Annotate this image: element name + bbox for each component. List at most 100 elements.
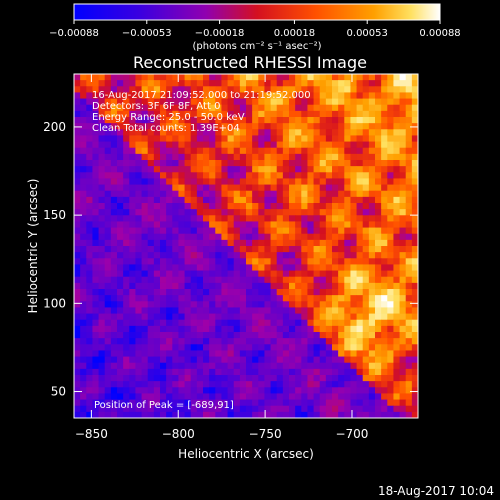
heatmap-cell [368, 252, 376, 259]
heatmap-cell [356, 258, 364, 265]
heatmap-cell [301, 289, 308, 296]
heatmap-cell [356, 344, 364, 351]
heatmap-cell [338, 203, 345, 210]
heatmap-cell [203, 399, 210, 407]
heatmap-cell [123, 313, 130, 321]
heatmap-cell [209, 209, 216, 216]
heatmap-cell [209, 338, 216, 345]
heatmap-cell [117, 110, 124, 118]
heatmap-cell [246, 387, 253, 394]
heatmap-cell [117, 350, 124, 357]
heatmap-cell [270, 166, 278, 173]
heatmap-cell [215, 203, 222, 210]
heatmap-cell [313, 153, 321, 161]
heatmap-cell [135, 350, 142, 357]
heatmap-cell [411, 160, 418, 167]
heatmap-cell [350, 289, 357, 296]
heatmap-cell [258, 270, 265, 278]
heatmap-cell [319, 86, 327, 93]
heatmap-cell [350, 381, 357, 388]
heatmap-cell [289, 301, 296, 308]
heatmap-cell [239, 135, 247, 142]
heatmap-cell [319, 129, 327, 136]
heatmap-cell [362, 381, 370, 388]
heatmap-cell [227, 332, 235, 339]
heatmap-cell [270, 270, 278, 278]
heatmap-cell [375, 209, 382, 216]
heatmap-cell [246, 190, 253, 198]
heatmap-cell [252, 332, 259, 339]
heatmap-cell [301, 147, 308, 155]
heatmap-cell [264, 135, 271, 142]
heatmap-cell [307, 405, 314, 413]
heatmap-cell [368, 375, 376, 382]
heatmap-cell [135, 221, 142, 228]
heatmap-cell [325, 307, 333, 314]
heatmap-cell [252, 282, 259, 290]
heatmap-cell [209, 356, 216, 364]
heatmap-cell [135, 196, 142, 204]
heatmap-cell [338, 405, 345, 413]
heatmap-cell [190, 221, 198, 228]
heatmap-cell [172, 117, 179, 124]
heatmap-cell [203, 98, 210, 106]
heatmap-cell [239, 104, 247, 112]
heatmap-cell [190, 270, 198, 278]
heatmap-cell [221, 332, 228, 339]
heatmap-cell [375, 282, 382, 290]
heatmap-cell [362, 129, 370, 136]
heatmap-cell [221, 393, 228, 400]
heatmap-cell [221, 98, 228, 106]
heatmap-cell [246, 123, 253, 130]
heatmap-cell [393, 399, 400, 407]
heatmap-cell [203, 375, 210, 382]
heatmap-cell [221, 282, 228, 290]
heatmap-cell [135, 129, 142, 136]
heatmap-cell [393, 141, 400, 149]
heatmap-cell [368, 209, 376, 216]
heatmap-cell [264, 276, 271, 284]
heatmap-cell [227, 190, 235, 198]
heatmap-cell [160, 270, 167, 278]
heatmap-cell [129, 381, 136, 388]
heatmap-cell [147, 350, 155, 357]
heatmap-cell [258, 381, 265, 388]
heatmap-cell [184, 319, 192, 327]
heatmap-cell [276, 411, 284, 418]
heatmap-cell [196, 110, 204, 118]
heatmap-cell [184, 405, 192, 413]
heatmap-cell [295, 233, 302, 241]
heatmap-cell [399, 233, 407, 241]
heatmap-cell [166, 399, 173, 407]
heatmap-cell [381, 356, 388, 364]
heatmap-cell [117, 123, 124, 130]
heatmap-cell [393, 110, 400, 118]
heatmap-cell [332, 332, 339, 339]
heatmap-cell [301, 362, 308, 370]
heatmap-cell [258, 362, 265, 370]
heatmap-cell [325, 135, 333, 142]
heatmap-cell [362, 289, 370, 296]
heatmap-cell [338, 110, 345, 118]
heatmap-cell [252, 368, 259, 376]
heatmap-cell [246, 276, 253, 284]
heatmap-cell [264, 203, 271, 210]
heatmap-cell [203, 117, 210, 124]
heatmap-cell [147, 227, 155, 235]
heatmap-cell [196, 393, 204, 400]
heatmap-cell [190, 301, 198, 308]
heatmap-cell [246, 252, 253, 259]
heatmap-cell [98, 147, 106, 155]
heatmap-cell [246, 98, 253, 106]
heatmap-cell [129, 172, 136, 179]
heatmap-cell [338, 393, 345, 400]
heatmap-cell [147, 356, 155, 364]
heatmap-cell [325, 258, 333, 265]
heatmap-cell [239, 178, 247, 185]
heatmap-cell [92, 282, 99, 290]
heatmap-cell [246, 405, 253, 413]
heatmap-cell [393, 98, 400, 106]
heatmap-cell [92, 344, 99, 351]
heatmap-cell [110, 387, 118, 394]
heatmap-cell [104, 307, 112, 314]
